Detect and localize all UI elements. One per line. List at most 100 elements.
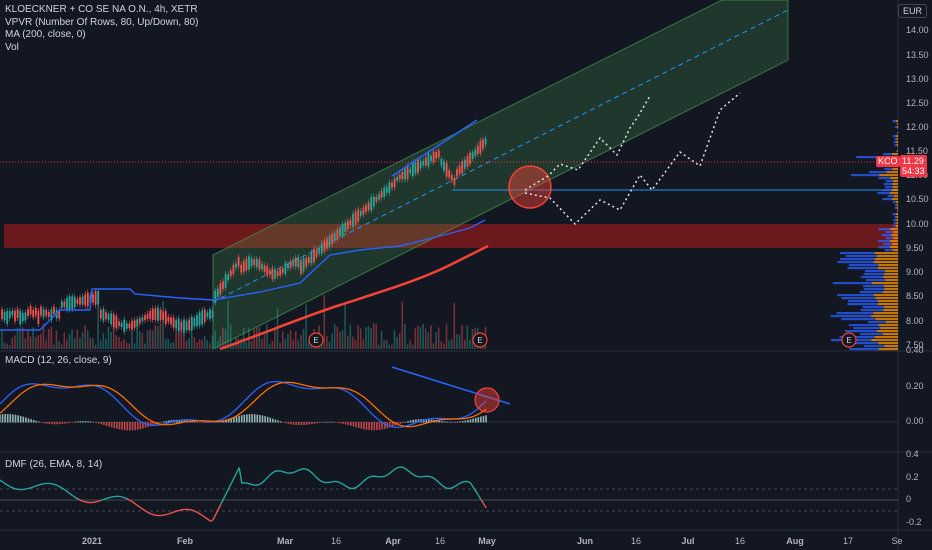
candle-body: [97, 290, 100, 304]
candle-body: [263, 265, 266, 272]
regression-channel[interactable]: [212, 0, 789, 350]
candle-body: [214, 290, 217, 303]
volume-bar: [435, 332, 437, 349]
candle-body: [427, 153, 430, 167]
vpvr-row-down: [896, 141, 898, 144]
macd-histogram-bar: [477, 417, 480, 423]
macd-histogram-bar: [30, 419, 32, 423]
symbol-title[interactable]: KLOECKNER + CO SE NA O.N., 4h, XETR: [5, 4, 198, 15]
candle-body: [131, 320, 133, 330]
dmf-segment: [41, 483, 45, 485]
candle-body: [318, 247, 321, 254]
resistance-zone[interactable]: [4, 224, 898, 248]
vpvr-row-up: [895, 126, 897, 129]
vpvr-row-up: [864, 270, 885, 273]
dmf-segment: [33, 485, 37, 488]
candle-body: [302, 258, 305, 272]
macd-divergence-line[interactable]: [391, 366, 511, 405]
projection-path-up[interactable]: [524, 95, 651, 191]
candle-body: [37, 310, 40, 324]
macd-histogram-bar: [79, 421, 82, 423]
candle-body: [375, 196, 378, 202]
volume-bar: [177, 333, 180, 349]
macd-circle[interactable]: [474, 387, 500, 413]
dmf-segment: [413, 474, 417, 477]
vpvr-row-up: [865, 279, 886, 282]
candle-body: [297, 257, 300, 268]
candle-body: [19, 310, 22, 325]
dmf-label[interactable]: DMF (26, EMA, 8, 14): [5, 459, 103, 470]
upper-trend-line[interactable]: [391, 119, 478, 177]
earnings-marker[interactable]: E: [472, 332, 488, 348]
candle-body: [331, 233, 334, 245]
dmf-segment: [10, 486, 14, 489]
dmf-segment: [30, 486, 35, 489]
macd-histogram-bar: [227, 418, 230, 423]
dmf-segment: [337, 481, 341, 484]
macd-label[interactable]: MACD (12, 26, close, 9): [5, 355, 112, 366]
vpvr-row-down: [884, 288, 898, 291]
vpvr-indicator-label[interactable]: VPVR (Number Of Rows, 80, Up/Down, 80): [5, 16, 199, 28]
volume-bar: [261, 339, 263, 349]
volume-bar: [183, 327, 185, 349]
volume-bar: [310, 343, 313, 349]
volume-profile: [830, 120, 898, 351]
macd-histogram-bar: [100, 422, 103, 425]
dmf-segment: [483, 503, 487, 509]
vol-indicator-label[interactable]: Vol: [5, 41, 19, 53]
volume-bar: [3, 342, 6, 349]
volume-bar: [196, 342, 198, 349]
macd-histogram-bar: [74, 421, 77, 423]
volume-bar: [388, 344, 391, 349]
candle-body: [198, 312, 201, 326]
volume-bar: [344, 304, 346, 349]
candle-body: [110, 313, 113, 325]
macd-histogram-bar: [464, 420, 467, 423]
dmf-segment: [228, 482, 233, 489]
vpvr-row-up: [860, 333, 883, 336]
macd-histogram-bar: [105, 422, 108, 426]
macd-histogram-bar: [87, 421, 90, 423]
macd-histogram-bar: [142, 422, 144, 429]
volume-bar: [255, 327, 258, 349]
dmf-segment: [103, 497, 107, 501]
dmf-segment: [147, 511, 152, 515]
candlesticks: [1, 135, 487, 336]
earnings-marker[interactable]: E: [308, 332, 324, 348]
macd-histogram-bar: [4, 414, 6, 423]
vpvr-row-down: [883, 306, 898, 309]
volume-bar: [222, 327, 224, 349]
dmf-segment: [72, 495, 76, 498]
macd-histogram-bar: [402, 422, 404, 424]
candle-body: [310, 252, 313, 264]
macd-histogram-bar: [313, 422, 316, 424]
last-price-badge: 11.29 54:33: [900, 155, 927, 177]
macd-histogram-bar: [282, 422, 285, 423]
volume-bar: [190, 332, 193, 349]
earnings-marker[interactable]: E: [841, 332, 857, 348]
candle-body: [222, 281, 224, 289]
macd-histogram-bar: [272, 418, 274, 423]
volume-bar: [359, 328, 362, 349]
macd-histogram-bar: [90, 421, 92, 423]
macd-histogram-bar: [326, 421, 329, 423]
candle-body: [274, 269, 276, 279]
candle-body: [136, 319, 139, 327]
vpvr-row-down: [896, 138, 898, 141]
vpvr-row-down: [893, 195, 898, 198]
macd-histogram-bar: [435, 420, 438, 423]
candle-body: [248, 256, 250, 270]
volume-bar: [302, 329, 305, 349]
macd-histogram-bar: [77, 421, 79, 423]
volume-bar: [131, 332, 133, 349]
ma-indicator-label[interactable]: MA (200, close, 0): [5, 29, 86, 40]
candle-body: [463, 159, 466, 169]
currency-button[interactable]: EUR: [897, 4, 927, 18]
macd-histogram-bar: [248, 414, 251, 423]
macd-histogram-bar: [240, 415, 243, 423]
vpvr-row-up: [848, 342, 879, 345]
dmf-segment: [459, 481, 464, 484]
price-tick: 10.50: [906, 194, 929, 204]
volume-bar: [456, 334, 458, 349]
